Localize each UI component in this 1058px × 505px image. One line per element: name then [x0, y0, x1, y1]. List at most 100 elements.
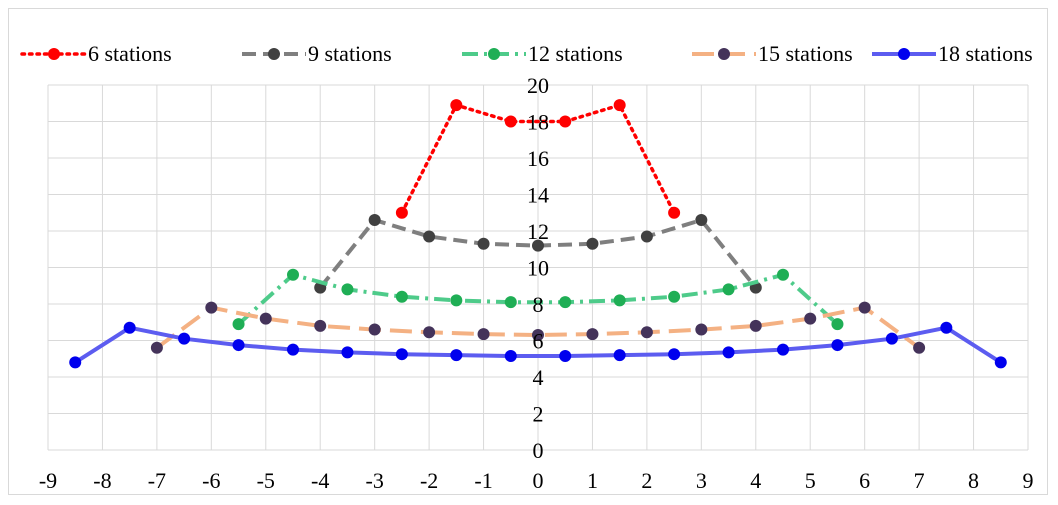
data-point — [504, 115, 517, 128]
series-1 — [314, 214, 762, 294]
legend-swatch — [20, 48, 88, 60]
legend-marker — [898, 48, 910, 60]
data-point — [504, 350, 517, 363]
data-point — [695, 214, 708, 227]
data-point — [287, 343, 299, 356]
legend-item: 9 stations — [240, 40, 392, 68]
y-tick-label: 10 — [527, 256, 549, 281]
y-tick-label: 16 — [527, 146, 549, 171]
data-point — [885, 332, 898, 345]
data-point — [559, 350, 572, 363]
y-tick-label: 0 — [533, 438, 544, 463]
data-point — [722, 346, 735, 359]
y-tick-label: 4 — [533, 365, 544, 390]
y-tick-label: 6 — [533, 329, 544, 354]
data-point — [831, 339, 844, 352]
data-point — [232, 318, 245, 331]
data-point — [722, 283, 735, 296]
data-point — [477, 237, 490, 250]
x-tick-label: 4 — [750, 468, 761, 493]
data-point — [749, 319, 762, 332]
x-tick-label: -6 — [202, 468, 220, 493]
data-point — [259, 312, 272, 325]
data-point — [613, 99, 626, 112]
data-point — [532, 329, 544, 342]
legend-item: 15 stations — [690, 40, 853, 68]
x-tick-label: 3 — [696, 468, 707, 493]
data-point — [314, 319, 327, 332]
data-point — [450, 99, 463, 112]
data-point — [150, 341, 163, 354]
series-2 — [232, 268, 844, 331]
data-point — [450, 349, 463, 362]
legend-label: 9 stations — [308, 41, 392, 66]
data-point — [69, 356, 82, 369]
data-point — [586, 237, 599, 250]
data-point — [994, 356, 1007, 369]
data-point — [205, 301, 218, 314]
x-tick-label: 0 — [533, 468, 544, 493]
legend-swatch — [462, 48, 526, 60]
data-point — [232, 339, 245, 352]
x-tick-label: -3 — [366, 468, 384, 493]
data-point — [423, 230, 436, 243]
series-line — [237, 272, 839, 326]
data-point — [368, 214, 381, 227]
legend-marker — [268, 48, 280, 60]
data-point — [668, 206, 681, 219]
data-point — [287, 268, 299, 281]
y-tick-label: 18 — [527, 110, 549, 135]
x-tick-label: -2 — [420, 468, 438, 493]
data-point — [504, 296, 517, 309]
legend-item: 12 stations — [460, 40, 623, 68]
data-point — [559, 115, 572, 128]
data-point — [913, 341, 926, 354]
data-point — [613, 349, 626, 362]
data-point — [423, 326, 436, 339]
x-tick-label: -1 — [474, 468, 492, 493]
data-point — [858, 301, 871, 314]
y-tick-label: 20 — [527, 73, 549, 98]
y-tick-label: 14 — [527, 183, 549, 208]
legend-label: 12 stations — [528, 41, 623, 66]
data-point — [831, 318, 844, 331]
data-point — [532, 239, 544, 252]
legend: 6 stations 9 stations 12 stations 15 statio… — [0, 40, 1058, 68]
data-point — [777, 268, 789, 281]
data-point — [695, 323, 708, 336]
data-point — [341, 283, 354, 296]
x-tick-label: -5 — [257, 468, 275, 493]
x-tick-label: -7 — [148, 468, 166, 493]
x-tick-label: 8 — [968, 468, 979, 493]
data-point — [395, 206, 408, 219]
data-point — [668, 290, 681, 303]
x-tick-label: -9 — [39, 468, 57, 493]
series-3 — [150, 301, 926, 354]
data-point — [395, 290, 408, 303]
data-point — [341, 346, 354, 359]
legend-swatch — [242, 48, 306, 60]
series-line — [155, 305, 921, 350]
y-tick-label: 12 — [527, 219, 549, 244]
x-tick-label: 6 — [859, 468, 870, 493]
data-point — [777, 343, 789, 356]
series-4 — [69, 321, 1007, 369]
x-tick-label: 9 — [1023, 468, 1034, 493]
data-point — [178, 332, 191, 345]
data-point — [640, 326, 653, 339]
legend-marker — [48, 48, 60, 60]
data-point — [123, 321, 136, 334]
y-tick-label: 8 — [533, 292, 544, 317]
legend-marker — [488, 48, 500, 60]
data-point — [804, 312, 817, 325]
data-point — [395, 348, 408, 361]
data-point — [368, 323, 381, 336]
legend-label: 18 stations — [938, 41, 1033, 66]
data-point — [668, 348, 681, 361]
x-tick-label: 2 — [641, 468, 652, 493]
series-line — [74, 325, 1002, 365]
x-tick-label: 7 — [914, 468, 925, 493]
legend-label: 6 stations — [88, 41, 172, 66]
